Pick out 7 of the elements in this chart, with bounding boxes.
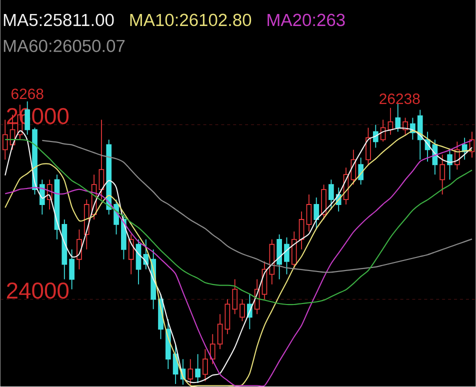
text: MA10:26102.80 [130,14,252,26]
text: MA60:26050.07 [4,40,125,52]
annotation: 6268 [12,88,44,100]
y-tick-label: 24000 [6,282,69,299]
annotation: 26238 [380,94,420,104]
text: MA5:25811.00 [4,14,114,26]
text: MA20:263 [268,14,345,26]
